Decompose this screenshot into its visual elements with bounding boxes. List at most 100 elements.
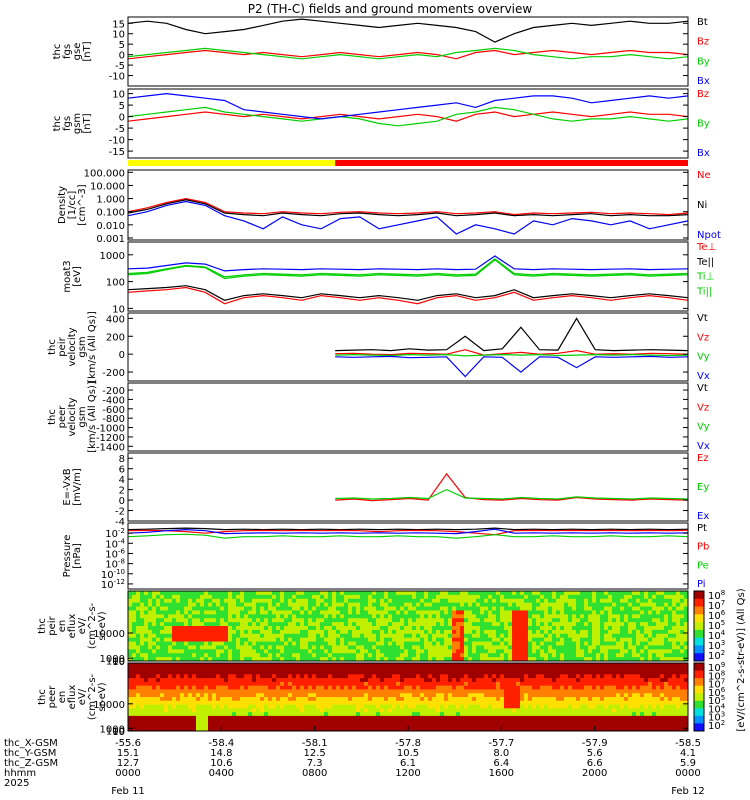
spectrogram-cell: [200, 645, 205, 650]
spectrogram-cell: [624, 594, 629, 600]
spectrogram-cell: [500, 629, 505, 635]
spectrogram-cell: [628, 633, 633, 638]
spectrogram-cell: [544, 663, 549, 668]
spectrogram-cell: [480, 606, 485, 611]
spectrogram-cell: [564, 598, 569, 603]
spectrogram-cell: [192, 606, 197, 611]
spectrogram-cell: [504, 598, 509, 603]
spectrogram-cell: [304, 610, 309, 615]
spectrogram-cell: [476, 645, 481, 650]
spectrogram-cell: [376, 704, 381, 709]
spectrogram-cell: [172, 637, 177, 642]
spectrogram-cell: [292, 666, 297, 671]
spectrogram-cell: [256, 689, 261, 694]
spectrogram-cell: [312, 622, 317, 627]
spectrogram-cell: [168, 610, 173, 615]
spectrogram-cell: [452, 670, 457, 675]
spectrogram-cell: [444, 598, 449, 603]
spectrogram-cell: [388, 704, 393, 709]
y-axis-label: E=-VxB [mV/m]: [62, 468, 83, 506]
spectrogram-cell: [384, 618, 389, 623]
spectrogram-cell: [440, 674, 445, 679]
spectrogram-cell: [584, 727, 589, 732]
spectrogram-cell: [380, 697, 385, 702]
spectrogram-cell: [200, 629, 205, 635]
spectrogram-cell: [280, 723, 285, 728]
spectrogram-cell: [332, 591, 337, 596]
spectrogram-cell: [404, 674, 409, 679]
spectrogram-cell: [588, 626, 593, 631]
spectrogram-cell: [236, 689, 241, 694]
y-axis-label-line: eV/: [77, 617, 88, 634]
spectrogram-cell: [196, 670, 201, 675]
spectrogram-cell: [584, 712, 589, 717]
spectrogram-cell: [184, 697, 189, 702]
spectrogram-cell: [340, 685, 345, 690]
spectrogram-cell: [292, 712, 297, 717]
spectrogram-cell: [568, 641, 573, 646]
series-line-Bz: [127, 49, 689, 60]
spectrogram-cell: [264, 685, 269, 690]
spectrogram-cell: [432, 712, 437, 717]
y-axis-label-line: [eV]: [72, 266, 83, 287]
spectrogram-cell: [352, 719, 357, 724]
spectrogram-cell: [600, 622, 605, 627]
spectrogram-cell: [440, 712, 445, 717]
spectrogram-cell: [624, 657, 629, 662]
spectrogram-cell: [512, 727, 517, 732]
spectrogram-cell: [396, 708, 401, 713]
spectrogram-cell: [468, 657, 473, 662]
spectrogram-cell: [332, 614, 337, 619]
spectrogram-cell: [540, 712, 545, 717]
spectrogram-cell: [604, 666, 609, 671]
spectrogram-cell: [328, 626, 333, 631]
spectrogram-cell: [640, 629, 645, 635]
spectrogram-cell: [296, 678, 301, 683]
spectrogram-cell: [368, 641, 373, 646]
spectrogram-cell: [520, 674, 525, 679]
spectrogram-cell: [504, 657, 509, 662]
spectrogram-cell: [564, 649, 569, 654]
spectrogram-cell: [592, 602, 597, 607]
spectrogram-cell: [276, 637, 281, 642]
spectrogram-cell: [392, 708, 397, 713]
spectrogram-cell: [136, 645, 141, 650]
spectrogram-cell: [184, 591, 189, 596]
spectrogram-cell: [136, 641, 141, 646]
y-axis-label-line: gse: [72, 43, 83, 61]
spectrogram-cell: [504, 693, 509, 698]
spectrogram-cell: [580, 653, 585, 658]
spectrogram-cell: [656, 641, 661, 646]
spectrogram-cell: [584, 663, 589, 668]
spectrogram-cell: [340, 715, 345, 720]
spectrogram-cell: [268, 649, 273, 654]
spectrogram-cell: [168, 598, 173, 603]
spectrogram-cell: [664, 649, 669, 654]
spectrogram-cell: [620, 629, 625, 635]
spectrogram-cell: [384, 649, 389, 654]
spectrogram-cell: [400, 645, 405, 650]
spectrogram-cell: [600, 674, 605, 679]
spectrogram-cell: [308, 689, 313, 694]
spectrogram-cell: [416, 685, 421, 690]
spectrogram-cell: [516, 715, 521, 720]
spectrogram-cell: [392, 645, 397, 650]
spectrogram-cell: [404, 685, 409, 690]
spectrogram-cell: [660, 645, 665, 650]
spectrogram-cell: [600, 591, 605, 596]
spectrogram-cell: [640, 594, 645, 600]
spectrogram-cell: [296, 637, 301, 642]
spectrogram-cell: [348, 614, 353, 619]
spectrogram-cell: [272, 704, 277, 709]
spectrogram-cell: [568, 708, 573, 713]
spectrogram-cell: [492, 606, 497, 611]
spectrogram-cell: [564, 678, 569, 683]
spectrogram-cell: [172, 622, 177, 627]
spectrogram-cell: [332, 663, 337, 668]
spectrogram-cell: [496, 693, 501, 698]
spectrogram-cell: [128, 693, 133, 698]
spectrogram-cell: [172, 626, 177, 631]
spectrogram-cell: [612, 666, 617, 671]
y-axis-label-line: fgs: [62, 44, 73, 59]
